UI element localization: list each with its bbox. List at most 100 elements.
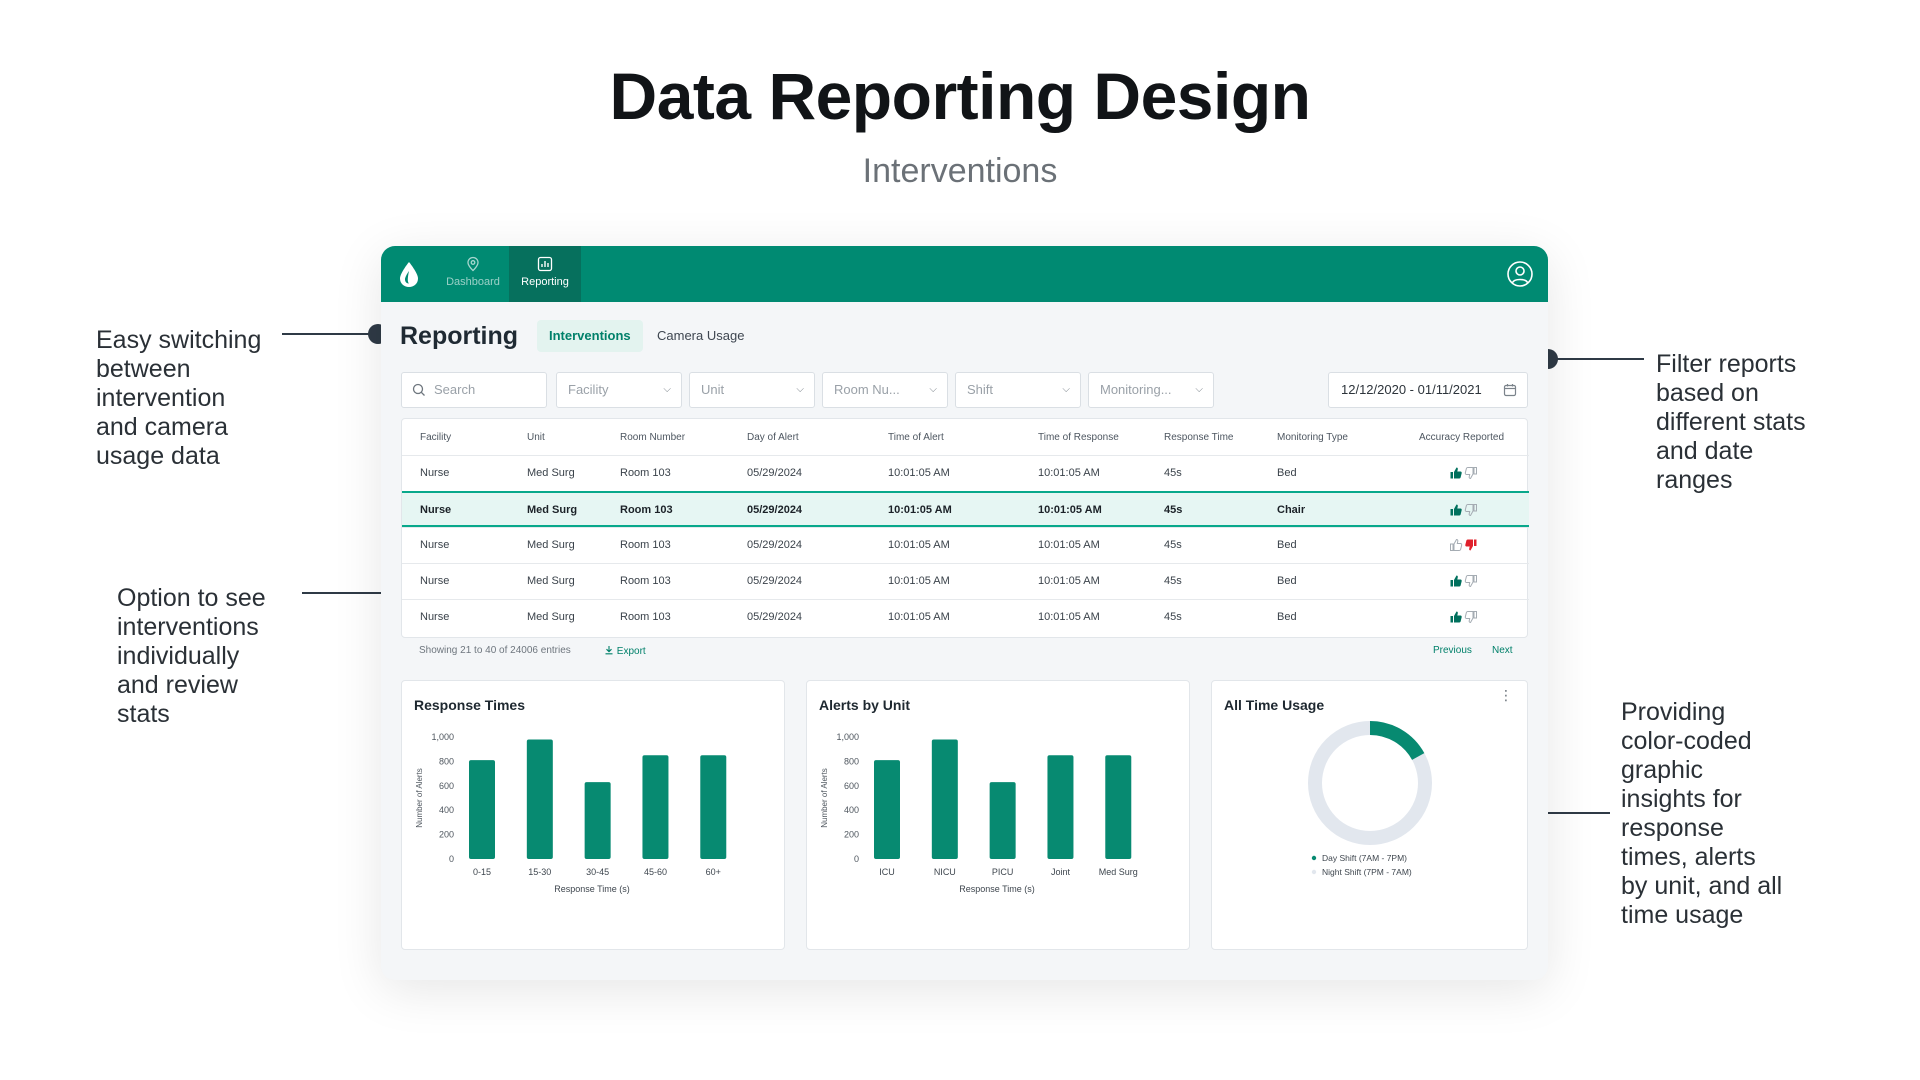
page-heading: Reporting	[400, 322, 519, 350]
search-placeholder: Search	[434, 382, 476, 397]
alerts-by-unit-chart: 0 200 400 600 800 1,000 Number of Alerts ICU NIC…	[820, 732, 1138, 894]
thumbs-up-icon[interactable]	[1449, 538, 1463, 552]
y-tick-label: 400	[844, 805, 859, 815]
y-tick-label: 600	[844, 781, 859, 791]
previous-page-button[interactable]: Previous	[1433, 645, 1472, 656]
legend-swatch	[1311, 869, 1317, 875]
table-cell-type: Bed	[1277, 467, 1297, 479]
table-cell-day: 05/29/2024	[747, 504, 803, 516]
next-page-button[interactable]: Next	[1492, 645, 1513, 656]
y-tick-label: 800	[844, 756, 859, 766]
table-cell-unit: Med Surg	[527, 539, 575, 551]
table-cell-day: 05/29/2024	[747, 467, 803, 479]
export-button[interactable]: Export	[604, 645, 646, 657]
table-cell-room: Room 103	[620, 611, 671, 623]
column-header[interactable]: Unit	[527, 432, 545, 443]
thumbs-down-icon[interactable]	[1464, 466, 1478, 480]
thumbs-down-icon[interactable]	[1464, 610, 1478, 624]
chevron-down-icon: ⌵	[796, 384, 804, 395]
bar[interactable]	[1105, 755, 1132, 859]
table-cell-response-time: 45s	[1164, 575, 1182, 587]
thumbs-down-icon[interactable]	[1464, 574, 1478, 588]
calendar-icon	[1503, 384, 1517, 397]
bar[interactable]	[642, 755, 669, 859]
bar[interactable]	[1047, 755, 1074, 859]
table-row[interactable]: Nurse Med Surg Room 103 05/29/2024 10:01:05 …	[402, 527, 1529, 563]
bar[interactable]	[584, 782, 611, 859]
table-cell-room: Room 103	[620, 504, 673, 516]
thumbs-up-icon[interactable]	[1449, 466, 1463, 480]
x-tick-label: Med Surg	[1099, 867, 1138, 877]
bar[interactable]	[989, 782, 1016, 859]
nav-item-dashboard[interactable]: Dashboard	[437, 246, 509, 302]
table-cell-time-alert: 10:01:05 AM	[888, 467, 950, 479]
bar[interactable]	[874, 760, 900, 859]
column-header[interactable]: Time of Alert	[888, 432, 944, 443]
bar[interactable]	[700, 755, 727, 859]
bar[interactable]	[469, 760, 495, 859]
table-cell-unit: Med Surg	[527, 611, 575, 623]
legend-swatch	[1311, 855, 1317, 861]
table-row[interactable]: Nurse Med Surg Room 103 05/29/2024 10:01:05 …	[402, 563, 1529, 599]
bar-chart-icon	[537, 256, 553, 272]
column-header[interactable]: Time of Response	[1038, 432, 1119, 443]
top-nav-bar: Dashboard Reporting	[381, 246, 1548, 302]
chevron-down-icon: ⌵	[1195, 384, 1203, 395]
drop-logo-icon[interactable]	[397, 260, 421, 288]
table-cell-time-response: 10:01:05 AM	[1038, 467, 1100, 479]
y-axis-label: Number of Alerts	[820, 768, 829, 828]
table-cell-facility: Nurse	[420, 575, 450, 587]
table-cell-day: 05/29/2024	[747, 539, 803, 551]
donut-slice[interactable]	[1369, 721, 1425, 761]
column-header[interactable]: Response Time	[1164, 432, 1234, 443]
column-header[interactable]: Day of Alert	[747, 432, 799, 443]
table-row[interactable]: Nurse Med Surg Room 103 05/29/2024 10:01:05 …	[402, 455, 1529, 491]
thumbs-up-icon[interactable]	[1449, 610, 1463, 624]
table-cell-response-time: 45s	[1164, 611, 1182, 623]
table-cell-unit: Med Surg	[527, 504, 578, 516]
thumbs-up-icon[interactable]	[1449, 503, 1463, 517]
x-tick-label: 60+	[706, 867, 721, 877]
unit-dropdown[interactable]: Unit ⌵	[689, 372, 815, 408]
y-tick-label: 600	[439, 781, 454, 791]
room-number-dropdown[interactable]: Room Nu... ⌵	[822, 372, 948, 408]
shift-dropdown[interactable]: Shift ⌵	[955, 372, 1081, 408]
column-header[interactable]: Room Number	[620, 432, 686, 443]
tab-camera-usage[interactable]: Camera Usage	[657, 328, 745, 343]
thumbs-up-icon[interactable]	[1449, 574, 1463, 588]
column-header[interactable]: Facility	[420, 432, 452, 443]
tab-interventions[interactable]: Interventions	[537, 320, 643, 352]
dropdown-label: Facility	[568, 382, 609, 397]
column-header[interactable]: Monitoring Type	[1277, 432, 1348, 443]
dropdown-label: Shift	[967, 382, 994, 397]
response-times-chart: 0 200 400 600 800 1,000 Number of Alerts 0-15 15…	[415, 732, 727, 894]
dropdown-label: Room Nu...	[834, 382, 900, 397]
all-time-usage-donut: Day Shift (7AM - 7PM) Night Shift (7PM - …	[1308, 721, 1432, 877]
facility-dropdown[interactable]: Facility ⌵	[556, 372, 682, 408]
table-row[interactable]: Nurse Med Surg Room 103 05/29/2024 10:01:05 …	[402, 491, 1529, 527]
table-cell-type: Chair	[1277, 504, 1306, 516]
column-header[interactable]: Accuracy Reported	[1419, 432, 1505, 443]
y-tick-label: 200	[844, 830, 859, 840]
dropdown-label: Unit	[701, 382, 725, 397]
alerts-by-unit-card: Alerts by Unit 0 200 400 600 800 1,000 Number …	[806, 680, 1190, 950]
thumbs-down-icon[interactable]	[1464, 538, 1478, 552]
thumbs-down-icon[interactable]	[1464, 503, 1478, 517]
chevron-down-icon: ⌵	[1062, 384, 1070, 395]
table-row[interactable]: Nurse Med Surg Room 103 05/29/2024 10:01:05 …	[402, 599, 1529, 635]
search-input[interactable]: Search	[401, 372, 547, 408]
y-axis-label: Number of Alerts	[415, 768, 424, 828]
table-cell-unit: Med Surg	[527, 467, 575, 479]
search-icon	[412, 383, 425, 396]
monitoring-type-dropdown[interactable]: Monitoring... ⌵	[1088, 372, 1214, 408]
annotation-switching: Easy switching between intervention and …	[96, 326, 262, 470]
bar[interactable]	[526, 739, 553, 859]
table-cell-time-response: 10:01:05 AM	[1038, 611, 1100, 623]
table-cell-facility: Nurse	[420, 539, 450, 551]
date-range-picker[interactable]: 12/12/2020 - 01/11/2021	[1328, 372, 1528, 408]
bar[interactable]	[931, 739, 958, 859]
nav-item-reporting[interactable]: Reporting	[509, 246, 581, 302]
y-tick-label: 0	[449, 854, 454, 864]
user-circle-icon[interactable]	[1506, 260, 1534, 288]
legend-label: Day Shift (7AM - 7PM)	[1322, 853, 1407, 863]
